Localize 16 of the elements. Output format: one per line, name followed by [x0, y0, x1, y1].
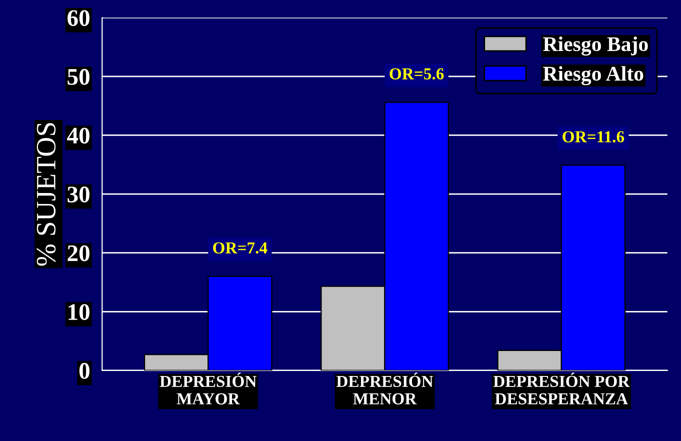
annotation: OR=7.4 — [213, 242, 268, 254]
y-tick-label: 20 — [68, 245, 90, 262]
y-tick-label: 40 — [67, 128, 90, 144]
annotation: OR=11.6 — [562, 131, 624, 142]
legend-label: Riesgo Bajo — [543, 36, 648, 56]
y-tick-label: 10 — [68, 304, 90, 320]
y-tick-label: 50 — [68, 68, 90, 85]
legend-label: Riesgo Alto — [543, 66, 644, 86]
y-axis-title: % SUJETOS — [36, 123, 56, 266]
y-tick-label: 0 — [79, 362, 90, 379]
x-tick-label: DEPRESIÓN POR DESESPERANZA — [493, 372, 630, 404]
y-tick-label: 30 — [68, 186, 90, 202]
x-tick-label: DEPRESIÓN MENOR — [336, 372, 434, 404]
x-tick-label: DEPRESIÓN MAYOR — [160, 372, 257, 404]
annotation: OR=5.6 — [390, 68, 444, 80]
y-tick-label: 60 — [68, 10, 90, 26]
